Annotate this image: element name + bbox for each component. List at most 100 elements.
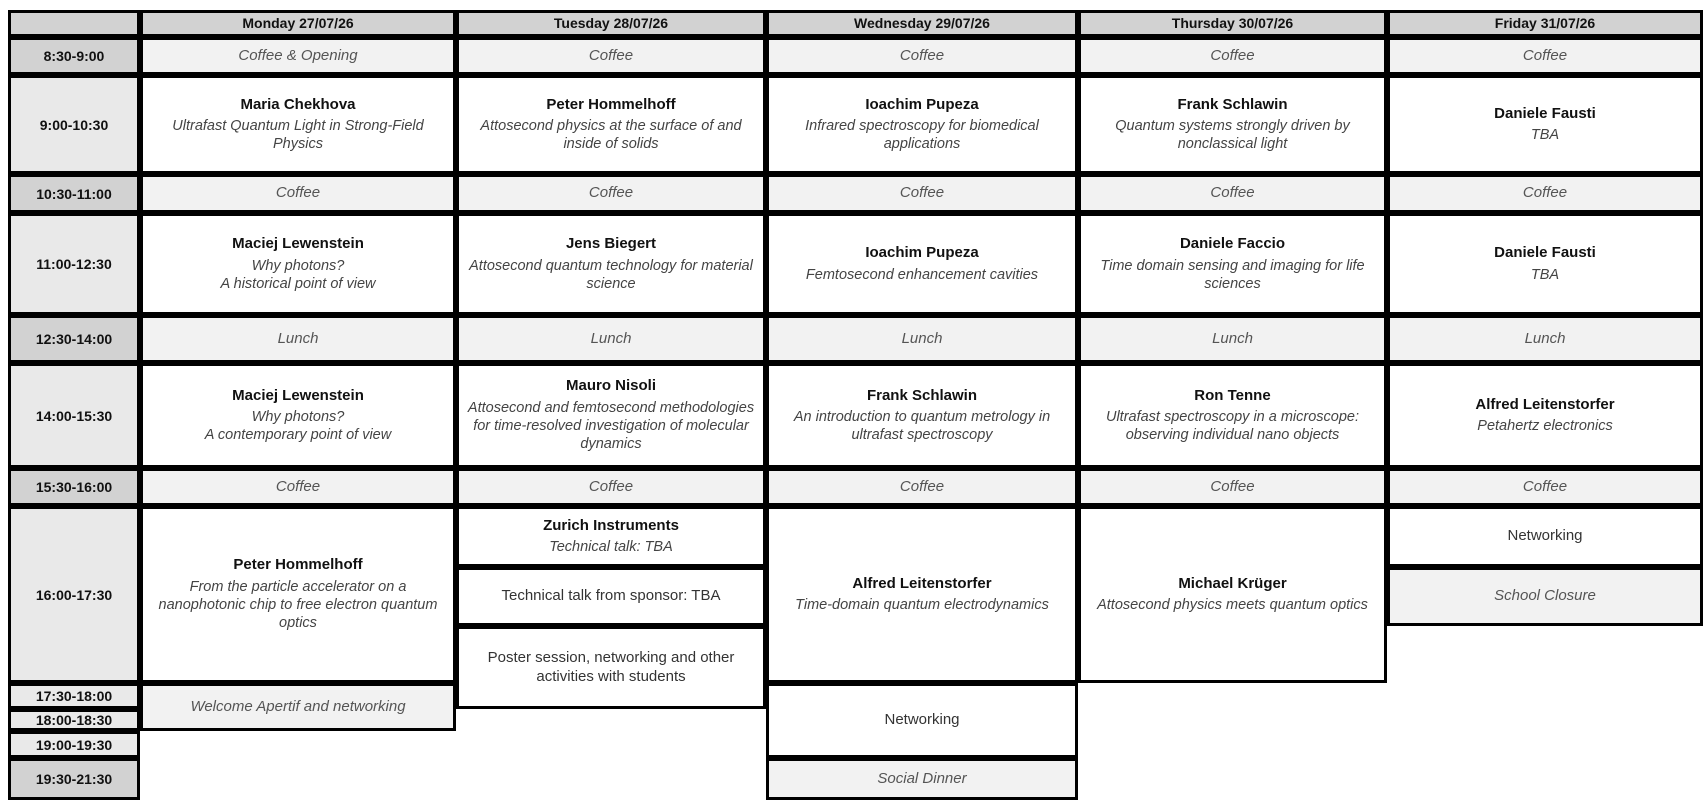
time-slot-1800: 18:00-18:30: [8, 709, 140, 731]
cell-friday-1400: Alfred Leitenstorfer Petahertz electroni…: [1387, 363, 1703, 468]
talk-title: Infrared spectroscopy for biomedical app…: [805, 118, 1039, 153]
time-slot-1230: 12:30-14:00: [8, 315, 140, 363]
talk-title: Ultrafast Quantum Light in Strong-Field …: [172, 118, 424, 153]
talk-title: An introduction to quantum metrology in …: [793, 409, 1051, 444]
cell-wednesday-0900: Ioachim Pupeza Infrared spectroscopy for…: [766, 75, 1078, 174]
time-slot-1030: 10:30-11:00: [8, 174, 140, 213]
speaker-name: Jens Biegert: [565, 235, 657, 252]
cell-tuesday-0830: Coffee: [456, 37, 766, 75]
speaker-name: Ioachim Pupeza: [865, 95, 979, 113]
time-slot-1400: 14:00-15:30: [8, 363, 140, 468]
talk-title: Why photons? A historical point of view: [220, 257, 376, 292]
cell-wednesday-1930: Social Dinner: [766, 758, 1078, 800]
talk-title: Attosecond quantum technology for materi…: [469, 257, 753, 292]
time-slot-0900: 9:00-10:30: [8, 75, 140, 174]
cell-tuesday-1100: Jens Biegert Attosecond quantum technolo…: [456, 213, 766, 315]
time-slot-1730: 17:30-18:00: [8, 683, 140, 709]
cell-monday-1100: Maciej Lewenstein Why photons? A histori…: [140, 213, 456, 315]
day-header-thursday: Thursday 30/07/26: [1078, 10, 1387, 37]
cell-tuesday-1645: Technical talk from sponsor: TBA: [456, 567, 766, 626]
speaker-name: Frank Schlawin: [1177, 95, 1288, 113]
cell-monday-0830: Coffee & Opening: [140, 37, 456, 75]
speaker-name: Alfred Leitenstorfer: [1475, 395, 1615, 413]
talk-title: From the particle accelerator on a nanop…: [158, 579, 438, 632]
day-header-wednesday: Wednesday 29/07/26: [766, 10, 1078, 37]
speaker-name: Ron Tenne: [1194, 386, 1271, 404]
cell-wednesday-1530: Coffee: [766, 468, 1078, 506]
speaker-name: Maria Chekhova: [240, 95, 356, 113]
time-slot-1600: 16:00-17:30: [8, 506, 140, 683]
cell-friday-0830: Coffee: [1387, 37, 1703, 75]
cell-monday-1230: Lunch: [140, 315, 456, 363]
speaker-name: Peter Hommelhoff: [546, 95, 676, 113]
speaker-name: Michael Krüger: [1178, 574, 1287, 592]
cell-friday-1600: Networking: [1387, 506, 1703, 567]
talk-title: Petahertz electronics: [1477, 418, 1613, 435]
cell-thursday-0830: Coffee: [1078, 37, 1387, 75]
cell-friday-0900: Daniele Fausti TBA: [1387, 75, 1703, 174]
cell-thursday-1600: Michael Krüger Attosecond physics meets …: [1078, 506, 1387, 683]
cell-monday-1530: Coffee: [140, 468, 456, 506]
cell-tuesday-1230: Lunch: [456, 315, 766, 363]
speaker-name: Peter Hommelhoff: [233, 556, 363, 574]
talk-title: Femtosecond enhancement cavities: [805, 266, 1039, 283]
cell-thursday-1400: Ron Tenne Ultrafast spectroscopy in a mi…: [1078, 363, 1387, 468]
talk-title: TBA: [1530, 266, 1560, 283]
cell-tuesday-1530: Coffee: [456, 468, 766, 506]
cell-tuesday-0900: Peter Hommelhoff Attosecond physics at t…: [456, 75, 766, 174]
speaker-name: Daniele Faccio: [1179, 235, 1286, 252]
cell-friday-1230: Lunch: [1387, 315, 1703, 363]
talk-title: Attosecond physics meets quantum optics: [1097, 597, 1368, 614]
talk-title: TBA: [1530, 127, 1560, 144]
talk-title: Ultrafast spectroscopy in a microscope: …: [1105, 409, 1360, 444]
cell-wednesday-1230: Lunch: [766, 315, 1078, 363]
cell-wednesday-1400: Frank Schlawin An introduction to quantu…: [766, 363, 1078, 468]
talk-title: Attosecond and femtosecond methodologies…: [467, 400, 755, 453]
cell-friday-1645: School Closure: [1387, 567, 1703, 626]
talk-title: Time-domain quantum electrodynamics: [795, 597, 1049, 614]
cell-thursday-1030: Coffee: [1078, 174, 1387, 213]
cell-thursday-1530: Coffee: [1078, 468, 1387, 506]
time-slot-0830: 8:30-9:00: [8, 37, 140, 75]
speaker-name: Maciej Lewenstein: [232, 386, 364, 404]
cell-monday-0900: Maria Chekhova Ultrafast Quantum Light i…: [140, 75, 456, 174]
cell-monday-1030: Coffee: [140, 174, 456, 213]
cell-thursday-1100: Daniele Faccio Time domain sensing and i…: [1078, 213, 1387, 315]
talk-title: Technical talk: TBA: [549, 539, 673, 556]
talk-title: Quantum systems strongly driven by noncl…: [1115, 118, 1350, 153]
day-header-monday: Monday 27/07/26: [140, 10, 456, 37]
cell-monday-1730: Welcome Apertif and networking: [140, 683, 456, 731]
time-slot-1900: 19:00-19:30: [8, 731, 140, 758]
talk-title: Attosecond physics at the surface of and…: [480, 118, 742, 153]
cell-wednesday-1100: Ioachim Pupeza Femtosecond enhancement c…: [766, 213, 1078, 315]
cell-tuesday-1715: Poster session, networking and other act…: [456, 626, 766, 709]
corner-cell: [8, 10, 140, 37]
speaker-name: Mauro Nisoli: [565, 377, 656, 395]
talk-title: Time domain sensing and imaging for life…: [1100, 257, 1365, 292]
speaker-name: Ioachim Pupeza: [865, 244, 979, 262]
speaker-name: Daniele Fausti: [1494, 104, 1596, 122]
time-slot-1530: 15:30-16:00: [8, 468, 140, 506]
cell-wednesday-1030: Coffee: [766, 174, 1078, 213]
time-slot-1930: 19:30-21:30: [8, 758, 140, 800]
cell-tuesday-1400: Mauro Nisoli Attosecond and femtosecond …: [456, 363, 766, 468]
cell-tuesday-1030: Coffee: [456, 174, 766, 213]
speaker-name: Frank Schlawin: [866, 386, 978, 404]
cell-monday-1600: Peter Hommelhoff From the particle accel…: [140, 506, 456, 683]
cell-tuesday-1600: Zurich Instruments Technical talk: TBA: [456, 506, 766, 567]
day-header-friday: Friday 31/07/26: [1387, 10, 1703, 37]
speaker-name: Zurich Instruments: [543, 516, 679, 534]
speaker-name: Daniele Fausti: [1494, 244, 1596, 262]
cell-wednesday-1730: Networking: [766, 683, 1078, 758]
cell-monday-1400: Maciej Lewenstein Why photons? A contemp…: [140, 363, 456, 468]
speaker-name: Maciej Lewenstein: [232, 235, 364, 252]
cell-wednesday-0830: Coffee: [766, 37, 1078, 75]
cell-friday-1530: Coffee: [1387, 468, 1703, 506]
speaker-name: Alfred Leitenstorfer: [852, 574, 992, 592]
time-slot-1100: 11:00-12:30: [8, 213, 140, 315]
day-header-tuesday: Tuesday 28/07/26: [456, 10, 766, 37]
cell-wednesday-1600: Alfred Leitenstorfer Time-domain quantum…: [766, 506, 1078, 683]
cell-friday-1100: Daniele Fausti TBA: [1387, 213, 1703, 315]
cell-thursday-0900: Frank Schlawin Quantum systems strongly …: [1078, 75, 1387, 174]
